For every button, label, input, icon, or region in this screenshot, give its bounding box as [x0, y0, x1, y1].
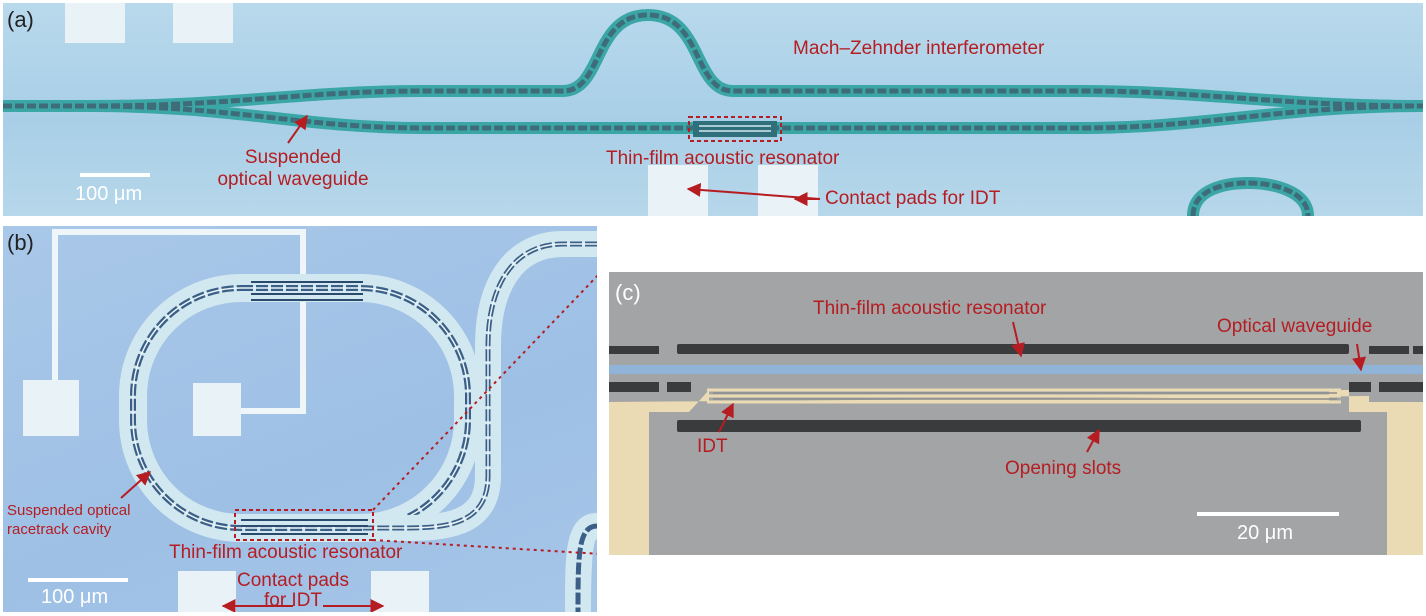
pad-b-left — [23, 380, 79, 436]
panel-c-drawing — [609, 321, 1423, 555]
pad-top-left-1 — [65, 3, 125, 43]
idt-electrodes — [609, 388, 1423, 555]
scale-bar-c-text: 20 μm — [1237, 522, 1293, 544]
mzi-label: Mach–Zehnder interferometer — [793, 38, 1045, 59]
middle-slots — [609, 382, 1423, 392]
resonator-region-a — [693, 121, 777, 137]
scale-bar-c — [1197, 512, 1339, 516]
resonator-label-a: Thin-film acoustic resonator — [606, 148, 840, 169]
panel-c-label: (c) — [615, 280, 641, 305]
racetrack-label-line2: racetrack cavity — [7, 521, 112, 538]
mzi-core — [3, 12, 1423, 216]
panel-a-label: (a) — [7, 7, 34, 32]
resonator-bottom-b — [241, 519, 368, 535]
zoom-line-upper — [372, 274, 597, 511]
idt-label-c: IDT — [697, 436, 728, 457]
pads-label-b: Contact pads for IDT — [228, 571, 358, 611]
resonator-label-b: Thin-film acoustic resonator — [169, 542, 403, 563]
resonator-highlight-box-a — [688, 116, 782, 142]
panel-b-label: (b) — [7, 230, 34, 255]
waveguide-label-c: Optical waveguide — [1217, 316, 1373, 337]
waveguide-label-a-line1: Suspended — [244, 147, 342, 168]
pads-label-b-line1: Contact pads — [237, 570, 349, 591]
racetrack-label: Suspended optical racetrack cavity — [7, 501, 130, 539]
slots-label-c: Opening slots — [1005, 458, 1122, 479]
waveguide-label-a-line2: optical waveguide — [217, 169, 369, 190]
panel-a-micrograph: (a) Mach–Zehnder interferometer Suspende… — [3, 3, 1423, 216]
panel-b-drawing — [23, 229, 597, 612]
waveguide-label-a: Suspended optical waveguide — [213, 147, 373, 191]
optical-waveguide-c — [609, 365, 1423, 374]
pad-bottom-2 — [758, 165, 818, 216]
bus-waveguide-b — [363, 231, 597, 612]
panel-a-drawing — [3, 3, 1423, 216]
lower-slot — [677, 420, 1361, 432]
slots-arrow-c — [1086, 428, 1100, 453]
scale-bar-b — [28, 578, 128, 582]
electrode-wires — [52, 229, 306, 414]
waveguide-arrow-a — [287, 114, 308, 144]
racetrack-cavity — [119, 274, 482, 542]
waveguide-arrow-c — [1352, 343, 1367, 372]
pads-label-a: Contact pads for IDT — [825, 188, 1001, 209]
zoom-line-lower — [372, 539, 597, 555]
racetrack-label-line1: Suspended optical — [7, 502, 131, 519]
scale-bar-b-text: 100 μm — [41, 586, 109, 608]
resonator-label-c: Thin-film acoustic resonator — [813, 298, 1047, 319]
racetrack-arrow — [120, 471, 152, 499]
scale-bar-a-text: 100 μm — [75, 183, 143, 205]
scale-bar-a — [80, 173, 150, 177]
pads-label-b-line2: for IDT — [263, 590, 323, 611]
panel-c-sem: (c) Thin-film acoustic resonator Optical… — [609, 272, 1423, 555]
resonator-fingers-a — [699, 125, 771, 132]
pad-b-center — [193, 383, 241, 436]
resonator-arrow-c — [1011, 321, 1025, 358]
top-slots — [609, 344, 1423, 354]
pad-top-left-2 — [173, 3, 233, 43]
panel-b-micrograph: (b) Suspended optical racetrack cavity T… — [3, 226, 597, 612]
idt-arrow-c — [718, 402, 734, 433]
resonator-top-b — [251, 281, 363, 301]
